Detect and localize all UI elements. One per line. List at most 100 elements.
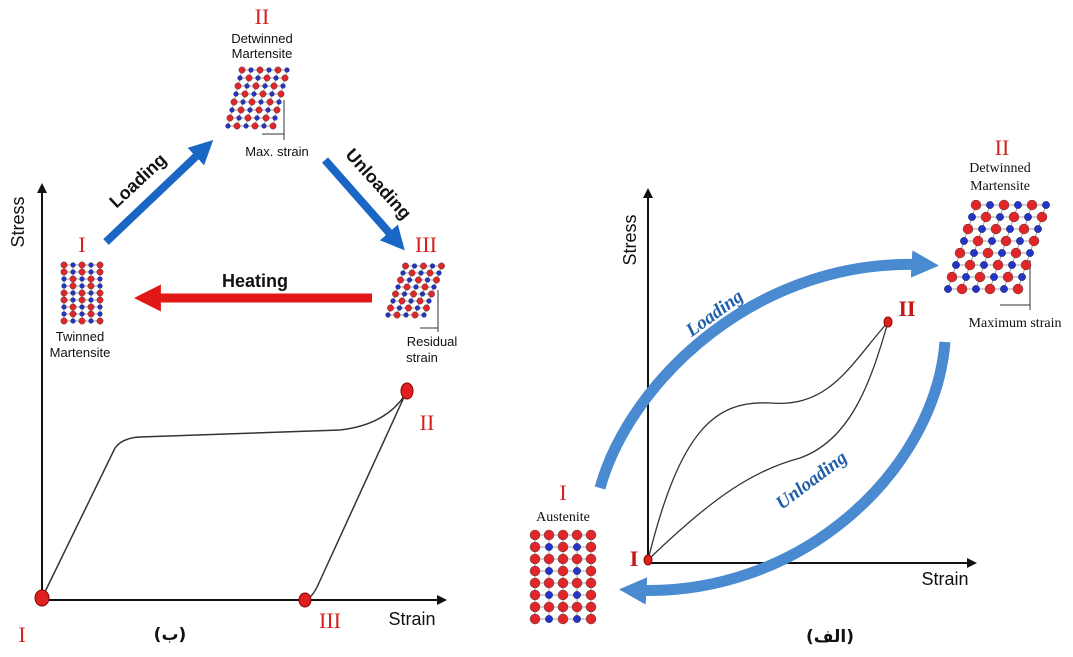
point <box>35 590 49 606</box>
lattice-atom <box>422 284 428 290</box>
lattice-atom <box>432 285 437 290</box>
lattice-atom <box>947 272 957 282</box>
lattice-atom <box>558 614 568 624</box>
lattice-atom <box>71 263 76 268</box>
lattice-atom <box>573 615 581 623</box>
curve-label: I <box>18 622 25 647</box>
loading-arrow <box>600 264 928 488</box>
point <box>299 593 311 607</box>
lattice-atom <box>425 278 430 283</box>
lattice-atom <box>1001 236 1011 246</box>
process-label: Loading <box>105 149 170 211</box>
lattice-atom <box>985 284 995 294</box>
lattice-atom <box>1042 201 1050 209</box>
state-numeral: II <box>255 4 270 29</box>
lattice-atom <box>61 269 67 275</box>
lattice-atom <box>252 123 258 129</box>
lattice-atom <box>970 249 978 257</box>
lattice-atom <box>267 68 272 73</box>
lattice-atom <box>419 271 424 276</box>
lattice-atom <box>271 83 277 89</box>
lattice-atom <box>427 270 433 276</box>
lattice-atom <box>573 591 581 599</box>
state-name: Martensite <box>970 179 1030 194</box>
lattice-atom <box>586 602 596 612</box>
lattice-atom <box>975 272 985 282</box>
lattice-atom <box>980 261 988 269</box>
lattice-atom <box>402 263 408 269</box>
lattice-atom <box>586 542 596 552</box>
lattice-atom <box>245 84 250 89</box>
state-name: Twinned <box>56 329 104 344</box>
lattice-atom <box>415 277 421 283</box>
lattice-atom <box>430 264 435 269</box>
state-name: Detwinned <box>969 161 1030 176</box>
lattice-atom <box>558 542 568 552</box>
lattice-atom <box>277 100 282 105</box>
lattice-atom <box>530 542 540 552</box>
unloading-arrow <box>630 342 945 591</box>
lattice-atom <box>1008 261 1016 269</box>
lattice-atom <box>572 602 582 612</box>
lattice-atom <box>97 262 103 268</box>
lattice-atom <box>273 116 278 121</box>
lattice-atom <box>281 84 286 89</box>
lattice-atom <box>89 298 94 303</box>
lattice-atom <box>990 273 998 281</box>
lattice-atom <box>1026 249 1034 257</box>
lattice-atom <box>238 76 243 81</box>
state-note: Max. strain <box>245 144 309 159</box>
lattice-atom <box>62 277 67 282</box>
lattice-atom <box>407 278 412 283</box>
x-axis-label: Strain <box>388 609 435 629</box>
lattice-atom <box>89 263 94 268</box>
lattice-atom <box>405 305 411 311</box>
lattice-atom <box>79 318 85 324</box>
lattice-atom <box>998 249 1006 257</box>
lattice-atom <box>558 590 568 600</box>
lattice-atom <box>1021 260 1031 270</box>
lattice-atom <box>545 543 553 551</box>
point <box>884 317 892 327</box>
state-note: Residual <box>407 334 458 349</box>
lattice-atom <box>264 75 270 81</box>
lattice-atom <box>981 212 991 222</box>
state-numeral: I <box>78 232 85 257</box>
curve-label: I <box>630 546 639 571</box>
lattice-atom <box>256 107 262 113</box>
lattice-atom <box>278 91 284 97</box>
state-numeral: I <box>559 480 566 505</box>
lattice-atom <box>978 225 986 233</box>
lattice-atom <box>274 107 280 113</box>
lattice-atom <box>983 248 993 258</box>
y-axis-label: Stress <box>8 196 28 247</box>
lattice-atom <box>573 567 581 575</box>
lattice-atom <box>1016 237 1024 245</box>
lattice-atom <box>274 76 279 81</box>
lattice-atom <box>386 313 391 318</box>
lattice-atom <box>572 578 582 588</box>
lattice-atom <box>62 305 67 310</box>
lattice-atom <box>252 92 257 97</box>
lattice-atom <box>248 108 253 113</box>
lattice-atom <box>259 100 264 105</box>
lattice-atom <box>1000 285 1008 293</box>
lattice-atom <box>396 285 401 290</box>
lattice-atom <box>401 271 406 276</box>
lattice-atom <box>88 283 94 289</box>
lattice-atom <box>412 264 417 269</box>
curve <box>42 395 405 600</box>
lattice-atom <box>275 67 281 73</box>
caption: (ب) <box>154 625 187 645</box>
lattice-atom <box>558 602 568 612</box>
lattice-atom <box>257 67 263 73</box>
lattice-atom <box>256 76 261 81</box>
lattice-atom <box>986 201 994 209</box>
lattice-atom <box>971 200 981 210</box>
point <box>401 383 413 399</box>
lattice-atom <box>62 284 67 289</box>
lattice-atom <box>79 297 85 303</box>
lattice-atom <box>955 248 965 258</box>
lattice-atom <box>409 270 415 276</box>
state-note: strain <box>406 350 438 365</box>
